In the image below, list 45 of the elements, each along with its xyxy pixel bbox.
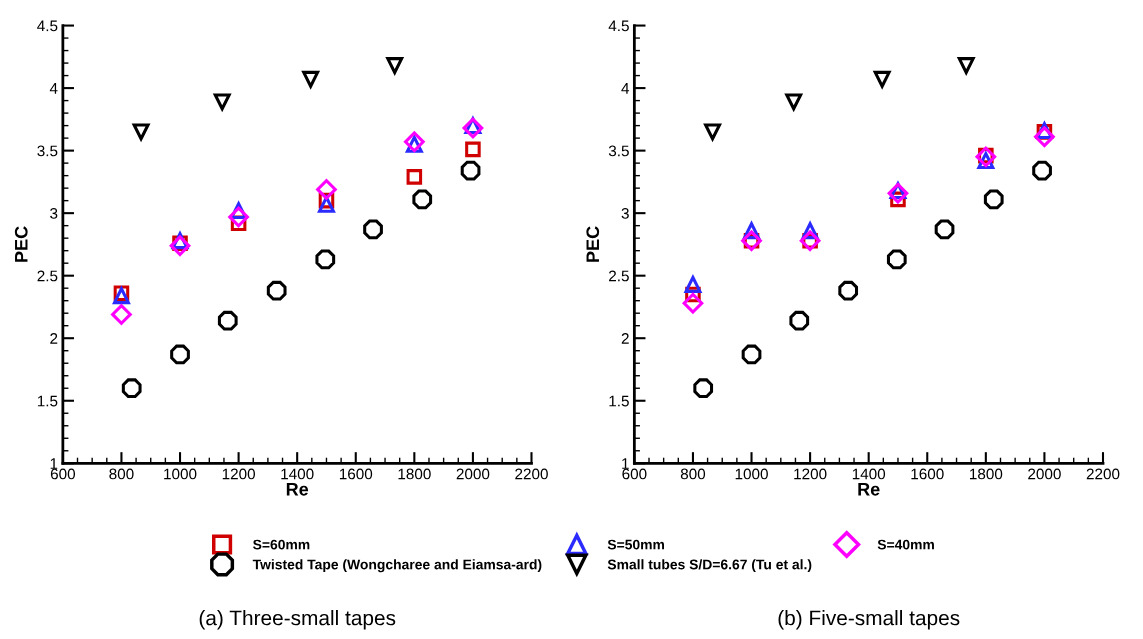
text: (b) Five-small tapes: [778, 609, 960, 630]
y-tick-label: 3.5: [37, 145, 58, 157]
y-tick-label: 4.5: [608, 20, 629, 32]
legend-label: S=50mm: [607, 539, 664, 550]
x-tick-label: 800: [109, 468, 134, 480]
x-axis-title: Re: [858, 483, 880, 496]
y-axis-title: PEC: [586, 226, 600, 262]
x-axis-title: Re: [286, 483, 309, 496]
y-tick-label: 1.5: [37, 395, 58, 407]
x-tick-label: 1800: [398, 468, 431, 480]
y-tick-label: 4: [621, 83, 630, 94]
y-tick-label: 3.5: [608, 145, 629, 157]
x-tick-label: 1400: [852, 468, 886, 480]
x-tick-label: 800: [680, 468, 706, 480]
x-tick-label: 1000: [164, 468, 197, 480]
y-tick-label: 1: [622, 458, 629, 469]
x-tick-label: 2200: [1086, 468, 1120, 480]
y-tick-label: 2: [621, 333, 629, 344]
legend-label: Small tubes S/D=6.67 (Tu et al.): [607, 559, 812, 573]
x-tick-label: 600: [622, 468, 647, 480]
y-tick-label: 3: [621, 208, 629, 219]
legend-label: Twisted Tape (Wongcharee and Eiamsa-ard): [252, 559, 542, 573]
x-tick-label: 1200: [222, 468, 255, 480]
x-tick-label: 1800: [970, 468, 1003, 480]
y-tick-label: 3: [50, 208, 58, 219]
x-tick-label: 1600: [339, 468, 373, 480]
x-tick-label: 2000: [1028, 468, 1061, 480]
y-tick-label: 4: [49, 83, 58, 94]
y-tick-label: 1.5: [609, 395, 629, 407]
y-tick-label: 4.5: [37, 20, 58, 32]
x-tick-label: 600: [50, 468, 76, 480]
legend-label: S=60mm: [253, 539, 310, 550]
y-tick-label: 2.5: [37, 270, 58, 282]
x-tick-label: 2000: [456, 468, 490, 480]
y-tick-label: 1: [50, 458, 58, 469]
x-tick-label: 1400: [281, 468, 314, 480]
y-tick-label: 2: [50, 333, 58, 344]
x-tick-label: 2200: [515, 468, 548, 480]
text: (a) Three-small tapes: [199, 609, 396, 630]
legend-label: S=40mm: [877, 539, 934, 550]
x-tick-label: 1600: [911, 468, 944, 480]
x-tick-label: 1200: [794, 468, 827, 480]
y-tick-label: 2.5: [609, 270, 629, 282]
y-axis-title: PEC: [14, 226, 28, 262]
x-tick-label: 1000: [735, 468, 768, 480]
